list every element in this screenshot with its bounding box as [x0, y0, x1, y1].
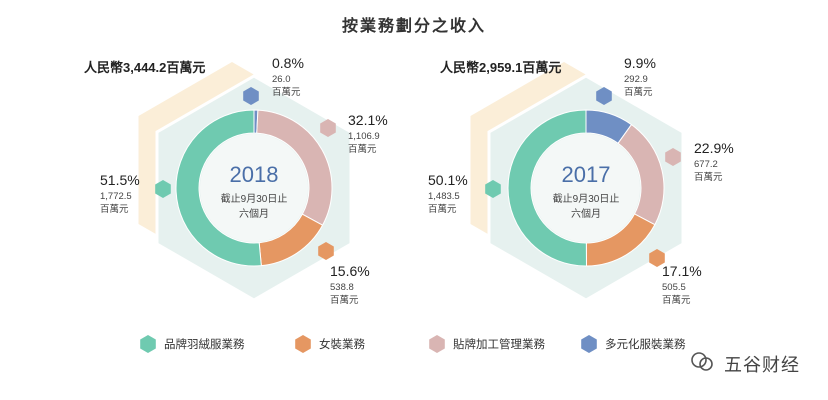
hex-outline-2018	[155, 74, 353, 302]
legend-marker-hex	[295, 335, 311, 353]
slice-value-label: 505.5	[662, 282, 686, 293]
legend-label: 品牌羽絨服業務	[164, 337, 245, 351]
chart-subtitle-line: 截止9月30日止	[221, 192, 288, 205]
chart-subtitle-line: 截止9月30日止	[553, 192, 620, 205]
watermark-logo-icon	[691, 352, 713, 371]
slice-unit-label: 百萬元	[100, 203, 129, 215]
legend-label: 多元化服裝業務	[605, 337, 686, 351]
slice-value-label: 677.2	[694, 159, 718, 170]
page-title: 按業務劃分之收入	[341, 18, 486, 35]
slice-unit-label: 百萬元	[348, 143, 377, 155]
donut-hole	[532, 134, 640, 242]
slice-unit-label: 百萬元	[330, 294, 359, 306]
chart-total-label: 人民幣2,959.1百萬元	[440, 60, 561, 75]
legend-marker-hex	[140, 335, 156, 353]
hex-outline-2017	[487, 74, 685, 302]
slice-value-label: 1,483.5	[428, 191, 460, 202]
slice-marker-hex	[596, 87, 612, 105]
slice-percent-label: 0.8%	[272, 55, 304, 71]
slice-unit-label: 百萬元	[662, 294, 691, 306]
slice-value-label: 292.9	[624, 74, 648, 85]
slice-marker-hex	[649, 249, 665, 267]
slice-percent-label: 15.6%	[330, 263, 370, 279]
slice-marker-hex	[318, 242, 334, 260]
legend-marker-hex	[429, 335, 445, 353]
legend-label: 貼牌加工管理業務	[453, 337, 545, 351]
chart-subtitle-line: 六個月	[571, 207, 601, 220]
slice-marker-hex	[665, 148, 681, 166]
slice-unit-label: 百萬元	[272, 86, 301, 98]
slice-value-label: 1,772.5	[100, 191, 132, 202]
slice-value-label: 1,106.9	[348, 131, 380, 142]
slice-percent-label: 50.1%	[428, 172, 468, 188]
slice-percent-label: 32.1%	[348, 112, 388, 128]
watermark-text: 五谷财经	[724, 355, 800, 375]
chart-year-title: 2017	[562, 162, 611, 187]
donut-slice	[175, 109, 262, 267]
slice-unit-label: 百萬元	[694, 171, 723, 183]
slice-value-label: 538.8	[330, 282, 354, 293]
slice-unit-label: 百萬元	[428, 203, 457, 215]
slice-marker-hex	[320, 119, 336, 137]
chart-total-label: 人民幣3,444.2百萬元	[84, 60, 205, 75]
slice-marker-hex	[243, 87, 259, 105]
chart-year-title: 2018	[230, 162, 279, 187]
slice-percent-label: 17.1%	[662, 263, 702, 279]
slice-percent-label: 9.9%	[624, 55, 656, 71]
legend-label: 女裝業務	[319, 337, 365, 351]
slice-unit-label: 百萬元	[624, 86, 653, 98]
chart-subtitle-line: 六個月	[239, 207, 269, 220]
legend-marker-hex	[581, 335, 597, 353]
donut-hole	[200, 134, 308, 242]
donut-slice	[507, 109, 587, 267]
slice-value-label: 26.0	[272, 74, 291, 85]
slice-percent-label: 51.5%	[100, 172, 140, 188]
slice-percent-label: 22.9%	[694, 140, 734, 156]
slice-marker-hex	[485, 180, 501, 198]
slice-marker-hex	[155, 180, 171, 198]
